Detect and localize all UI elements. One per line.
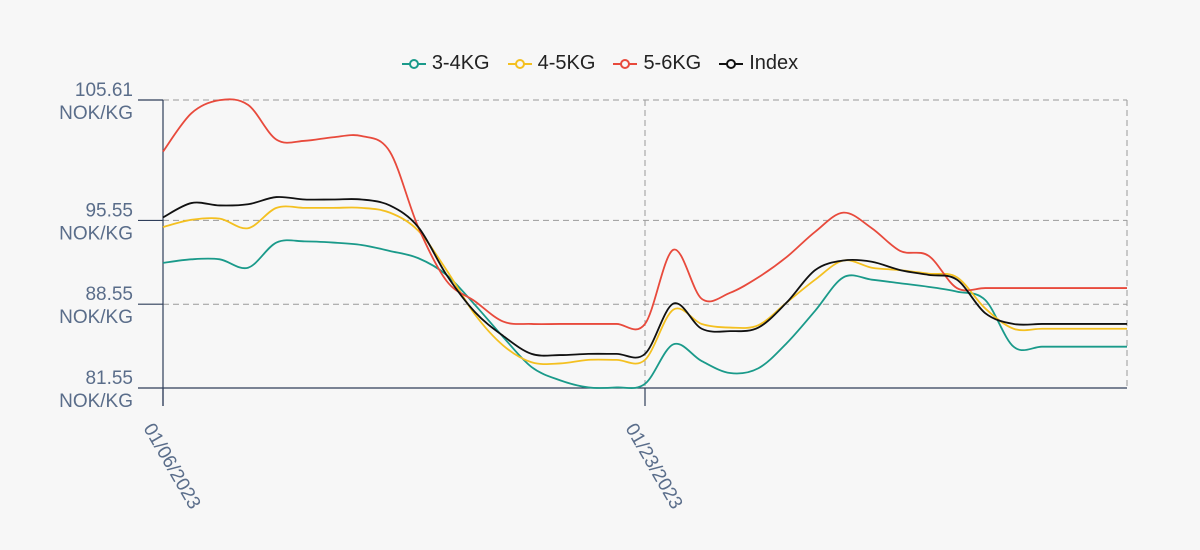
y-tick-label: 105.61: [75, 80, 133, 101]
y-tick-label: 88.55: [85, 284, 133, 305]
legend-label: 5-6KG: [643, 52, 702, 74]
legend-marker-icon: [719, 58, 744, 69]
legend-item[interactable]: 3-4KG: [401, 52, 490, 75]
series-line-4-5kg: [162, 205, 1127, 366]
legend-item[interactable]: 4-5KG: [507, 52, 596, 75]
y-tick-label: 81.55: [85, 368, 133, 389]
x-tick-label: 01/06/2023: [139, 420, 205, 513]
chart-legend: 3-4KG 4-5KG 5-6KG Index: [0, 52, 1200, 75]
legend-marker-icon: [613, 58, 638, 69]
y-tick-unit: NOK/KG: [59, 223, 133, 244]
series-line-3-4kg: [162, 239, 1127, 389]
legend-item[interactable]: Index: [719, 52, 798, 75]
y-tick-unit: NOK/KG: [59, 307, 133, 328]
legend-marker-icon: [401, 58, 426, 69]
y-tick-unit: NOK/KG: [59, 103, 133, 124]
legend-marker-icon: [507, 58, 532, 69]
series-line-index: [162, 196, 1127, 359]
y-tick-label: 95.55: [85, 200, 133, 221]
series-line-5-6kg: [162, 98, 1127, 331]
x-tick-label: 01/23/2023: [621, 420, 687, 513]
legend-item[interactable]: 5-6KG: [613, 52, 701, 75]
legend-label: 4-5KG: [537, 52, 596, 74]
legend-label: Index: [749, 52, 799, 74]
y-tick-unit: NOK/KG: [59, 391, 133, 412]
legend-label: 3-4KG: [431, 52, 490, 74]
